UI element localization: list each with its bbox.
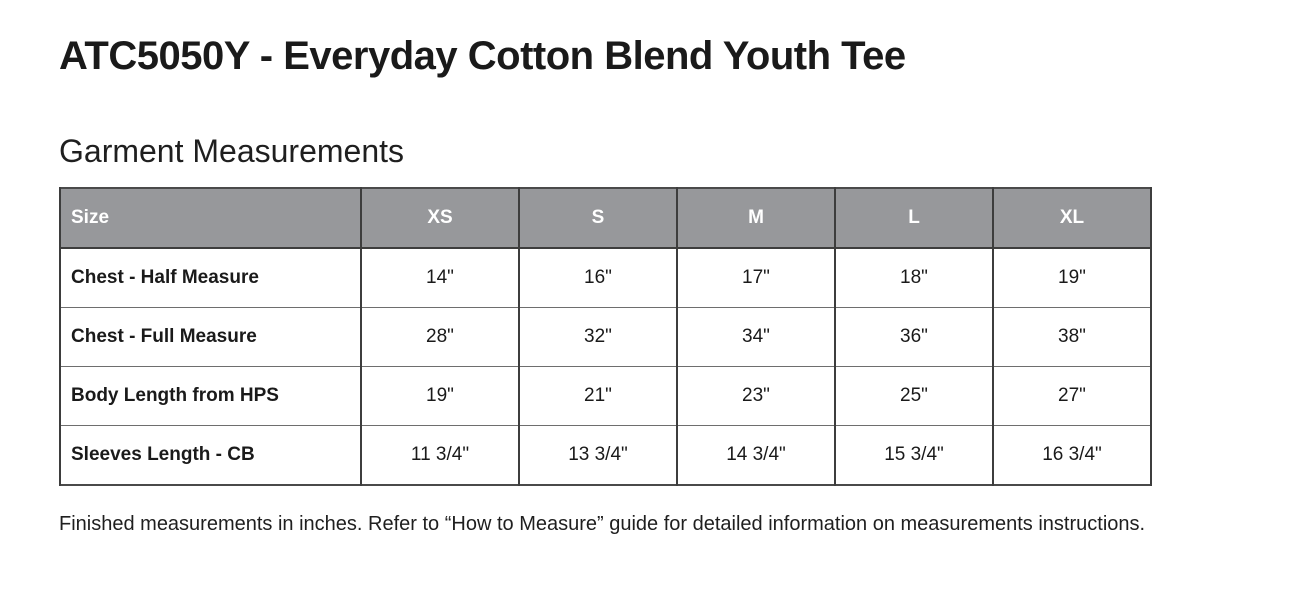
cell-value: 19"	[360, 366, 520, 427]
cell-value: 23"	[676, 366, 836, 427]
cell-value: 13 3/4"	[518, 425, 678, 486]
row-label: Chest - Half Measure	[59, 247, 362, 309]
table-row-chest-half-measure: Chest - Half Measure 14" 16" 17" 18" 19"	[59, 247, 1152, 309]
cell-value: 25"	[834, 366, 994, 427]
cell-value: 14"	[360, 247, 520, 309]
cell-value: 27"	[992, 366, 1152, 427]
column-header-m: M	[676, 187, 836, 250]
table-header: Size XS S M L XL	[59, 187, 1152, 250]
row-label: Sleeves Length - CB	[59, 425, 362, 486]
cell-value: 17"	[676, 247, 836, 309]
cell-value: 19"	[992, 247, 1152, 309]
cell-value: 14 3/4"	[676, 425, 836, 486]
table-row-sleeves-length-cb: Sleeves Length - CB 11 3/4" 13 3/4" 14 3…	[59, 425, 1152, 486]
table-row-chest-full-measure: Chest - Full Measure 28" 32" 34" 36" 38"	[59, 307, 1152, 368]
table-row-body-length-from-hps: Body Length from HPS 19" 21" 23" 25" 27"	[59, 366, 1152, 427]
column-header-l: L	[834, 187, 994, 250]
cell-value: 18"	[834, 247, 994, 309]
table-body: Chest - Half Measure 14" 16" 17" 18" 19"…	[59, 247, 1152, 486]
measurements-footnote: Finished measurements in inches. Refer t…	[59, 513, 1146, 536]
table-header-row: Size XS S M L XL	[59, 187, 1152, 250]
section-heading-garment-measurements: Garment Measurements	[59, 133, 405, 169]
column-header-s: S	[518, 187, 678, 250]
garment-measurements-table: Size XS S M L XL Chest - Half Measure 14…	[59, 187, 1152, 487]
column-header-xs: XS	[360, 187, 520, 250]
cell-value: 21"	[518, 366, 678, 427]
cell-value: 32"	[518, 307, 678, 368]
cell-value: 28"	[360, 307, 520, 368]
column-header-size: Size	[59, 187, 362, 250]
product-title: ATC5050Y - Everyday Cotton Blend Youth T…	[59, 34, 906, 78]
row-label: Body Length from HPS	[59, 366, 362, 427]
cell-value: 16 3/4"	[992, 425, 1152, 486]
cell-value: 34"	[676, 307, 836, 368]
cell-value: 36"	[834, 307, 994, 368]
cell-value: 16"	[518, 247, 678, 309]
column-header-xl: XL	[992, 187, 1152, 250]
cell-value: 11 3/4"	[360, 425, 520, 486]
row-label: Chest - Full Measure	[59, 307, 362, 368]
cell-value: 38"	[992, 307, 1152, 368]
page-content: ATC5050Y - Everyday Cotton Blend Youth T…	[59, 34, 1152, 536]
cell-value: 15 3/4"	[834, 425, 994, 486]
